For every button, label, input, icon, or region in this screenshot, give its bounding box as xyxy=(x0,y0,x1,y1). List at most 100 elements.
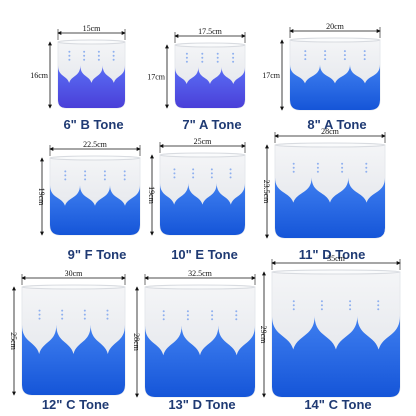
height-label: 19cm xyxy=(37,188,46,207)
dot xyxy=(304,54,307,57)
dot xyxy=(173,168,176,171)
dot xyxy=(229,172,232,175)
dot xyxy=(211,314,214,317)
dot xyxy=(103,178,106,181)
dot xyxy=(343,58,346,61)
dot xyxy=(316,162,319,165)
dot xyxy=(112,58,115,61)
dot xyxy=(232,56,235,59)
dot xyxy=(64,178,67,181)
dot xyxy=(343,50,346,53)
bowl xyxy=(174,42,246,109)
bowl-rim xyxy=(174,42,246,48)
dot xyxy=(61,317,64,320)
tone-label: 10" E Tone xyxy=(171,247,238,262)
bowl-rim xyxy=(289,37,381,43)
width-label: 25cm xyxy=(194,137,213,146)
dot xyxy=(84,174,87,177)
dot xyxy=(363,50,366,53)
dot xyxy=(377,304,380,307)
width-label: 15cm xyxy=(83,24,102,33)
dot xyxy=(232,52,235,55)
dot xyxy=(186,314,189,317)
bowl xyxy=(271,269,401,398)
dot xyxy=(201,52,204,55)
dot xyxy=(84,170,87,173)
dot xyxy=(162,318,165,321)
tone-label: 6" B Tone xyxy=(63,117,123,132)
dot xyxy=(83,54,86,57)
dot xyxy=(38,317,41,320)
width-label: 22.5cm xyxy=(83,140,108,149)
dot xyxy=(123,174,126,177)
dot xyxy=(83,309,86,312)
dot xyxy=(292,308,295,311)
tone-label: 11" D Tone xyxy=(299,247,366,262)
dot xyxy=(292,300,295,303)
bowl-rim xyxy=(144,284,256,290)
bowl xyxy=(144,284,256,398)
dot xyxy=(106,309,109,312)
lotus xyxy=(50,184,140,235)
dot xyxy=(341,166,344,169)
dot xyxy=(38,309,41,312)
lotus xyxy=(58,65,125,108)
dot xyxy=(363,58,366,61)
bowl xyxy=(57,39,126,109)
dot xyxy=(216,56,219,59)
height-label: 25cm xyxy=(9,332,18,351)
dot xyxy=(61,313,64,316)
dot xyxy=(112,50,115,53)
dot xyxy=(229,168,232,171)
dot xyxy=(112,54,115,57)
height-label: 28cm xyxy=(132,333,141,352)
dot xyxy=(304,50,307,53)
dot xyxy=(68,50,71,53)
dot xyxy=(210,176,213,179)
bowl-rim xyxy=(159,152,246,158)
dot xyxy=(365,166,368,169)
bowl-rim xyxy=(49,155,141,161)
height-label: 16cm xyxy=(30,71,49,80)
dot xyxy=(324,54,327,57)
lotus xyxy=(272,315,400,397)
dot xyxy=(83,50,86,53)
dot xyxy=(343,54,346,57)
lotus xyxy=(275,177,385,238)
dot xyxy=(64,170,67,173)
tone-label: 13" D Tone xyxy=(168,397,235,412)
height-label: 19cm xyxy=(147,186,156,205)
dot xyxy=(192,176,195,179)
dot xyxy=(341,170,344,173)
dot xyxy=(365,170,368,173)
dot xyxy=(320,300,323,303)
dot xyxy=(349,308,352,311)
dot xyxy=(68,58,71,61)
bowl xyxy=(21,284,126,396)
dot xyxy=(320,304,323,307)
lotus xyxy=(175,67,245,108)
dot xyxy=(210,168,213,171)
tone-label: 9" F Tone xyxy=(68,247,127,262)
dot xyxy=(103,174,106,177)
lotus xyxy=(22,324,125,395)
dot xyxy=(324,58,327,61)
width-label: 28cm xyxy=(321,127,340,136)
tone-label: 12" C Tone xyxy=(42,397,109,412)
dot xyxy=(341,162,344,165)
dot xyxy=(123,170,126,173)
dot xyxy=(235,310,238,313)
dot xyxy=(377,308,380,311)
height-label: 17cm xyxy=(262,71,281,80)
dot xyxy=(106,317,109,320)
dot xyxy=(377,300,380,303)
dot xyxy=(192,172,195,175)
dot xyxy=(324,50,327,53)
dot xyxy=(192,168,195,171)
lotus xyxy=(290,64,380,110)
height-label: 23.5cm xyxy=(262,180,271,205)
dot xyxy=(292,170,295,173)
dot xyxy=(363,54,366,57)
dot xyxy=(292,304,295,307)
